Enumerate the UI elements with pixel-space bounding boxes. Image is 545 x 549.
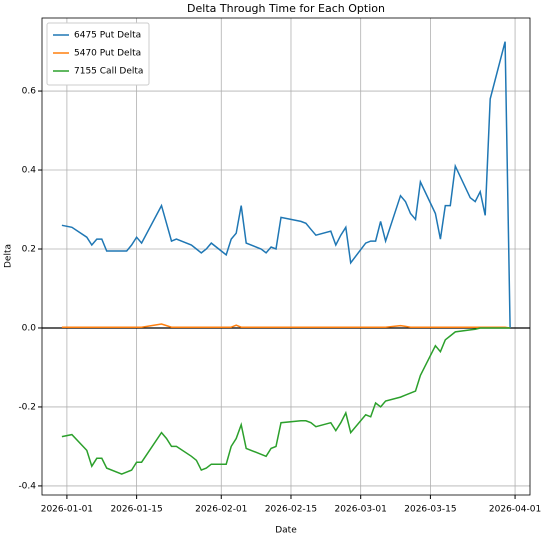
y-tick-label: -0.2 <box>18 402 36 412</box>
series-line <box>61 41 511 329</box>
y-tick-label: -0.4 <box>18 481 36 491</box>
x-tick-label: 2026-01-01 <box>41 505 93 515</box>
y-tick-label: 0.2 <box>22 244 36 254</box>
series-line <box>61 327 511 475</box>
x-tick-label: 2026-02-15 <box>265 505 317 515</box>
y-axis-label: Delta <box>4 244 14 268</box>
chart-title: Delta Through Time for Each Option <box>187 2 385 15</box>
y-tick-label: 0.0 <box>22 323 37 333</box>
y-tick-label: 0.4 <box>22 166 37 176</box>
x-tick-label: 2026-03-15 <box>404 505 456 515</box>
plot-frame <box>41 17 531 496</box>
x-tick-label: 2026-04-01 <box>489 505 541 515</box>
legend-label: 7155 Call Delta <box>74 67 143 77</box>
x-tick-label: 2026-01-15 <box>110 505 162 515</box>
x-tick-label: 2026-02-01 <box>195 505 247 515</box>
x-tick-label: 2026-03-01 <box>335 505 387 515</box>
legend-label: 6475 Put Delta <box>74 31 141 41</box>
y-tick-label: 0.6 <box>22 87 37 97</box>
series-line <box>61 323 511 329</box>
legend-box <box>46 22 150 86</box>
x-axis-label: Date <box>275 526 297 536</box>
legend-label: 5470 Put Delta <box>74 49 141 59</box>
